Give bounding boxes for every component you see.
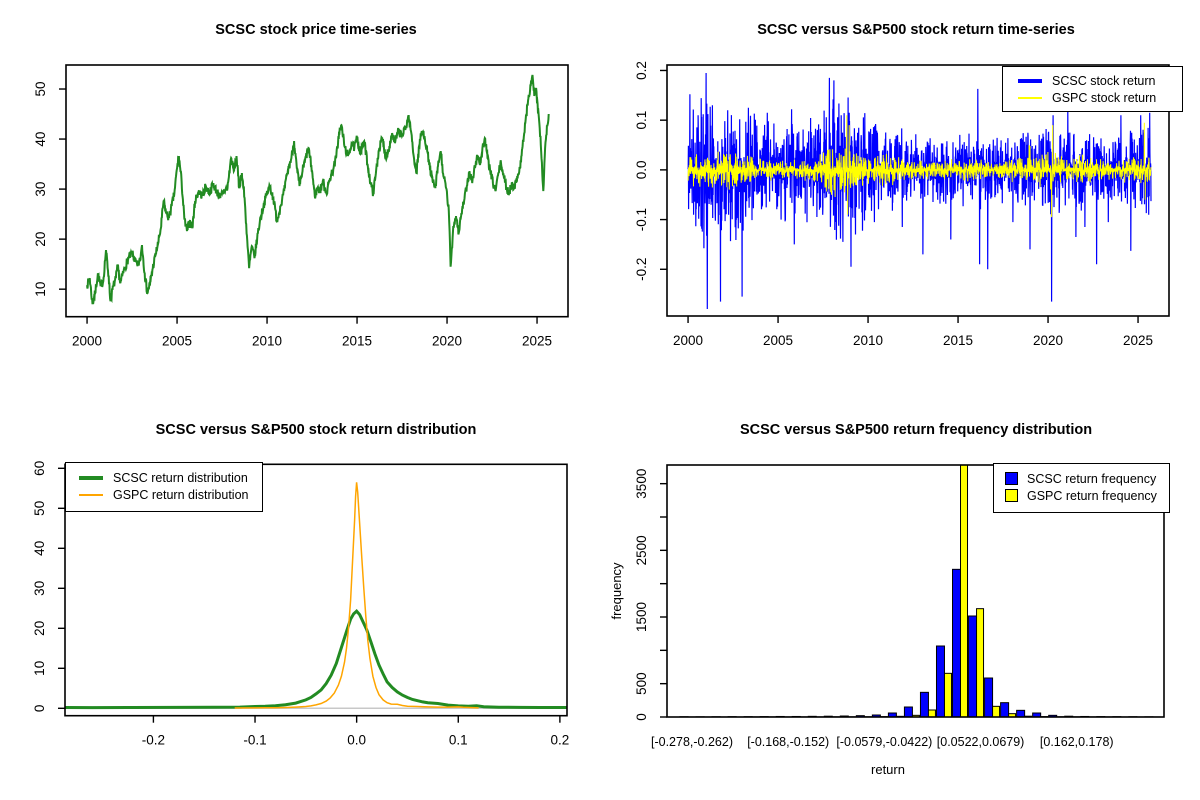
legend-item-scsc-density: SCSC return distribution [79, 469, 262, 486]
svg-text:0.2: 0.2 [550, 733, 569, 748]
svg-text:2020: 2020 [432, 334, 462, 349]
svg-text:0.2: 0.2 [634, 61, 649, 80]
svg-text:-0.1: -0.1 [243, 733, 266, 748]
price-chart-title: SCSC stock price time-series [215, 22, 417, 38]
svg-text:0.0: 0.0 [634, 160, 649, 179]
legend-label: GSPC return frequency [1027, 488, 1157, 503]
returns-chart-panel: SCSC versus S&P500 stock return time-ser… [600, 0, 1200, 400]
legend-label: GSPC return distribution [113, 487, 249, 502]
svg-text:10: 10 [33, 282, 48, 297]
scsc-return-line-swatch [1018, 78, 1042, 83]
svg-text:-0.2: -0.2 [634, 258, 649, 281]
svg-text:2005: 2005 [763, 333, 793, 348]
frequency-chart-plot: 0 500 1500 2500 3500 [-0.278,-0.262) [-0.168,-… [609, 464, 1165, 777]
svg-text:2500: 2500 [634, 535, 649, 565]
svg-text:[-0.0579,-0.0422): [-0.0579,-0.0422) [836, 735, 932, 749]
svg-text:2025: 2025 [1123, 333, 1153, 348]
svg-text:return: return [871, 762, 905, 777]
frequency-chart-panel: SCSC versus S&P500 return frequency dist… [600, 400, 1200, 800]
gspc-frequency-box-swatch [1005, 489, 1018, 502]
frequency-chart-title: SCSC versus S&P500 return frequency dist… [739, 422, 1093, 438]
svg-text:0.0: 0.0 [347, 733, 366, 748]
svg-text:2000: 2000 [673, 333, 703, 348]
scsc-frequency-box-swatch [1005, 472, 1018, 485]
svg-text:0.1: 0.1 [449, 733, 468, 748]
gspc-density-line-swatch [79, 493, 103, 496]
svg-text:2000: 2000 [72, 334, 102, 349]
density-legend: SCSC return distribution GSPC return dis… [65, 462, 263, 512]
legend-label: SCSC stock return [1052, 73, 1156, 88]
svg-text:30: 30 [32, 581, 47, 596]
svg-text:20: 20 [32, 621, 47, 636]
svg-text:2010: 2010 [853, 333, 883, 348]
svg-text:40: 40 [32, 541, 47, 556]
svg-text:-0.1: -0.1 [634, 208, 649, 231]
svg-text:3500: 3500 [634, 469, 649, 499]
svg-text:2020: 2020 [1033, 333, 1063, 348]
legend-item-gspc-density: GSPC return distribution [79, 486, 262, 503]
returns-chart-plot: 2000 2005 2010 2015 2020 2025 0.2 0.1 0.0 -0.1 -0.… [634, 61, 1170, 348]
density-chart-plot: -0.2 -0.1 0.0 0.1 0.2 0 10 20 30 40 50 60 [32, 461, 569, 748]
svg-text:20: 20 [33, 232, 48, 247]
svg-text:2015: 2015 [943, 333, 973, 348]
scsc-density-line-swatch [79, 475, 103, 480]
density-chart-panel: SCSC versus S&P500 stock return distribu… [0, 400, 600, 800]
frequency-legend: SCSC return frequency GSPC return freque… [993, 463, 1170, 513]
svg-text:2005: 2005 [162, 334, 192, 349]
price-chart-panel: SCSC stock price time-series 2000 2005 201… [0, 0, 600, 400]
svg-text:[0.162,0.178): [0.162,0.178) [1040, 735, 1114, 749]
gspc-return-line-swatch [1018, 96, 1042, 99]
svg-text:30: 30 [33, 182, 48, 197]
svg-text:[0.0522,0.0679): [0.0522,0.0679) [937, 735, 1025, 749]
svg-text:0: 0 [634, 713, 649, 721]
legend-label: SCSC return distribution [113, 470, 248, 485]
returns-chart-title: SCSC versus S&P500 stock return time-ser… [757, 22, 1075, 38]
svg-text:40: 40 [33, 132, 48, 147]
svg-text:50: 50 [33, 82, 48, 97]
svg-text:60: 60 [32, 461, 47, 476]
svg-text:50: 50 [32, 501, 47, 516]
svg-text:[-0.278,-0.262): [-0.278,-0.262) [651, 735, 733, 749]
legend-item-scsc-frequency: SCSC return frequency [1005, 470, 1169, 487]
price-chart-plot: 2000 2005 2010 2015 2020 2025 10 20 30 40 50 [33, 64, 569, 349]
legend-item-gspc-return: GSPC stock return [1018, 89, 1182, 106]
returns-legend: SCSC stock return GSPC stock return [1002, 66, 1183, 112]
svg-text:0.1: 0.1 [634, 111, 649, 130]
svg-text:1500: 1500 [634, 602, 649, 632]
legend-label: SCSC return frequency [1027, 471, 1157, 486]
svg-text:2025: 2025 [522, 334, 552, 349]
svg-text:-0.2: -0.2 [142, 733, 165, 748]
svg-text:0: 0 [32, 705, 47, 713]
svg-text:2015: 2015 [342, 334, 372, 349]
svg-text:[-0.168,-0.152): [-0.168,-0.152) [747, 735, 829, 749]
svg-text:500: 500 [634, 672, 649, 695]
svg-text:2010: 2010 [252, 334, 282, 349]
legend-label: GSPC stock return [1052, 90, 1157, 105]
svg-text:frequency: frequency [609, 562, 624, 620]
svg-text:10: 10 [32, 661, 47, 676]
legend-item-scsc-return: SCSC stock return [1018, 72, 1182, 89]
density-chart-title: SCSC versus S&P500 stock return distribu… [155, 422, 477, 438]
legend-item-gspc-frequency: GSPC return frequency [1005, 487, 1169, 504]
